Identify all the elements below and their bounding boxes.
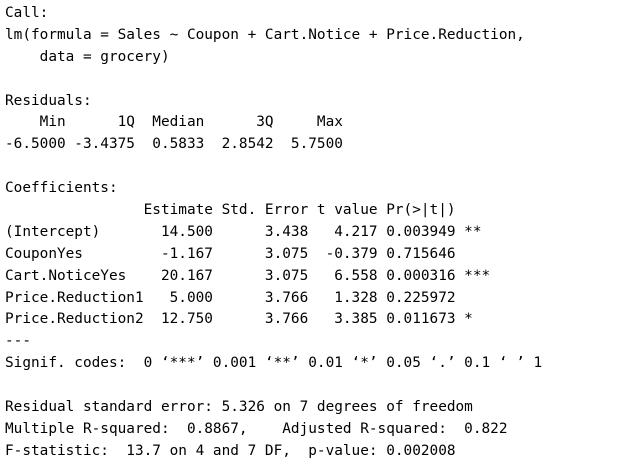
call-formula-line: lm(formula = Sales ~ Coupon + Cart.Notic… <box>5 26 525 43</box>
coefficients-header-row: Estimate Std. Error t value Pr(>|t|) <box>5 202 456 219</box>
residual-standard-error-line: Residual standard error: 5.326 on 7 degr… <box>5 399 473 416</box>
coefficient-row-pricereduction2: Price.Reduction2 12.750 3.766 3.385 0.01… <box>5 311 473 328</box>
residuals-values-row: -6.5000 -3.4375 0.5833 2.8542 5.7500 <box>5 136 343 153</box>
f-statistic-line: F-statistic: 13.7 on 4 and 7 DF, p-value… <box>5 442 456 459</box>
r-squared-line: Multiple R-squared: 0.8867, Adjusted R-s… <box>5 420 508 437</box>
blank-line <box>5 156 629 178</box>
coefficient-row-intercept: (Intercept) 14.500 3.438 4.217 0.003949 … <box>5 223 482 240</box>
separator-line: --- <box>5 333 31 350</box>
signif-codes-line: Signif. codes: 0 ‘***’ 0.001 ‘**’ 0.01 ‘… <box>5 355 543 372</box>
coefficient-row-cartnoticeyes: Cart.NoticeYes 20.167 3.075 6.558 0.0003… <box>5 267 491 284</box>
coefficient-row-pricereduction1: Price.Reduction1 5.000 3.766 1.328 0.225… <box>5 289 456 306</box>
call-heading: Call: <box>5 5 49 21</box>
coefficient-row-couponyes: CouponYes -1.167 3.075 -0.379 0.715646 <box>5 245 456 262</box>
residuals-heading: Residuals: <box>5 92 92 109</box>
coefficients-heading: Coefficients: <box>5 180 118 197</box>
r-console-output: Call: lm(formula = Sales ~ Coupon + Cart.… <box>5 3 629 463</box>
blank-line <box>5 69 629 91</box>
residuals-header-row: Min 1Q Median 3Q Max <box>5 114 343 131</box>
blank-line <box>5 375 629 397</box>
call-data-line: data = grocery) <box>5 48 170 65</box>
